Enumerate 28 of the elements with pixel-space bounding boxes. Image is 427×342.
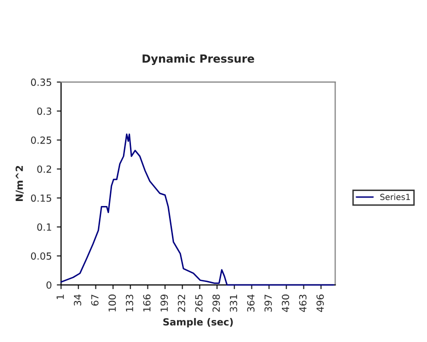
x-tick-label: 430 (282, 294, 290, 312)
x-tick-label: 364 (247, 294, 255, 312)
x-axis-title: Sample (sec) (163, 318, 233, 328)
x-tick-label: 397 (264, 294, 272, 312)
legend-label: Series1 (380, 194, 410, 200)
y-tick-label: 0.1 (37, 223, 52, 231)
x-tick-label: 133 (126, 294, 134, 312)
y-tick-label: 0.05 (31, 252, 52, 260)
x-tick-label: 199 (160, 294, 168, 312)
x-tick-label: 331 (230, 294, 238, 312)
x-tick-label: 166 (143, 294, 151, 312)
y-tick-label: 0.15 (31, 194, 52, 202)
x-tick-label: 463 (299, 294, 307, 312)
x-tick-label: 265 (195, 294, 203, 312)
y-tick-label: 0.2 (37, 165, 52, 173)
x-tick-label: 34 (74, 294, 82, 306)
x-tick-label: 1 (56, 294, 64, 300)
y-tick-label: 0.25 (31, 136, 52, 144)
x-tick-label: 496 (316, 294, 324, 312)
x-tick-label: 298 (212, 294, 220, 312)
chart-title: Dynamic Pressure (142, 54, 254, 66)
y-tick-label: 0.3 (37, 108, 52, 115)
x-tick-label: 232 (178, 294, 186, 312)
y-tick-label: 0 (46, 281, 52, 289)
y-tick-label: 0.35 (31, 78, 52, 86)
y-axis-title: N/m^2 (16, 166, 24, 201)
x-tick-label: 67 (91, 294, 99, 306)
x-tick-label: 100 (108, 294, 116, 312)
